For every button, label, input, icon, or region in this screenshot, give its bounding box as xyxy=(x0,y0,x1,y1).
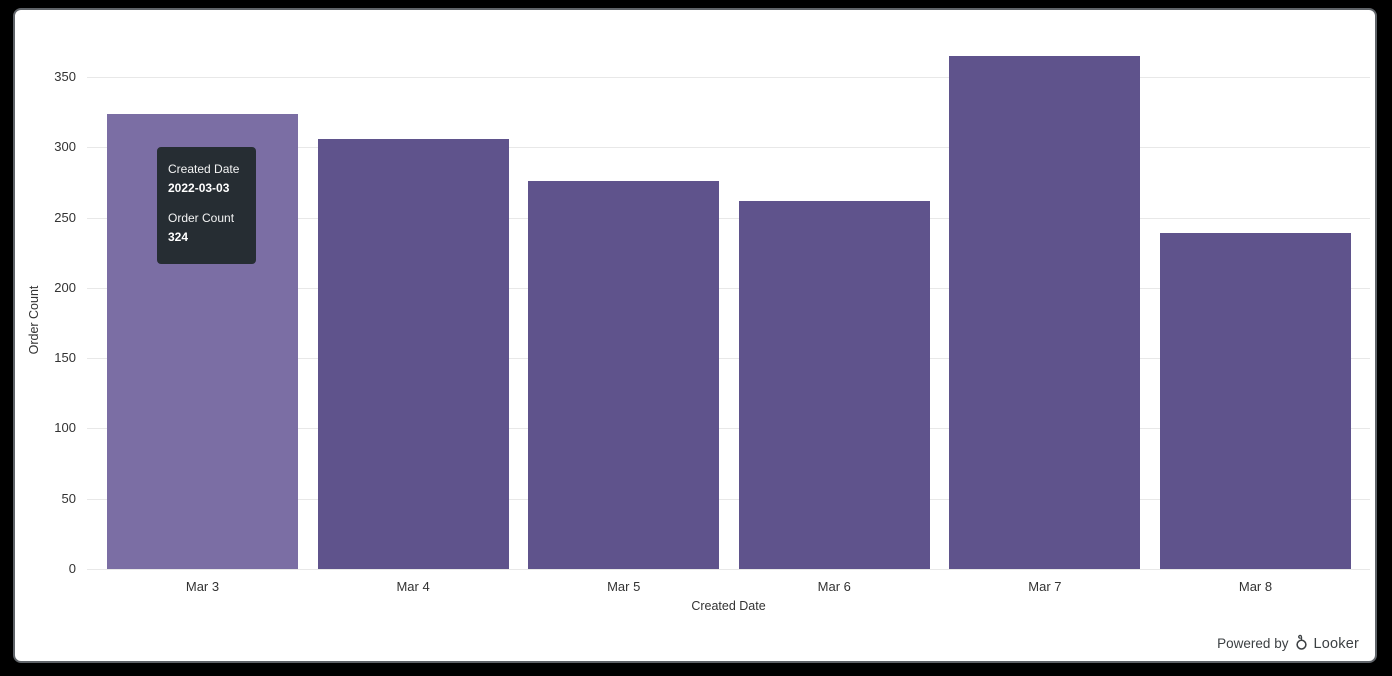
tooltip-measure-value: 324 xyxy=(168,230,189,244)
bar-mar-6[interactable] xyxy=(738,200,930,569)
tooltip-measure-label: Order Count xyxy=(168,211,235,225)
y-gridline xyxy=(87,358,1370,360)
y-tick-label: 150 xyxy=(54,350,76,366)
y-axis-title: Order Count xyxy=(27,285,41,355)
bar-mar-8[interactable] xyxy=(1160,233,1351,569)
bar-mar-7[interactable] xyxy=(949,55,1141,569)
bar-mar-4[interactable] xyxy=(317,138,509,569)
bar-mar-5[interactable] xyxy=(528,181,720,569)
x-tick-label: Mar 8 xyxy=(1238,579,1273,594)
x-tick-label: Mar 4 xyxy=(396,579,430,594)
y-tick-label: 350 xyxy=(54,69,76,84)
powered-by-label: Powered by xyxy=(1217,636,1289,651)
y-tick-label: 100 xyxy=(54,420,76,436)
y-tick-label: 300 xyxy=(54,139,76,155)
y-tick-label: 50 xyxy=(61,490,76,506)
x-axis-title: Created Date xyxy=(691,599,766,613)
x-tick-label: Mar 6 xyxy=(817,579,851,594)
y-gridline xyxy=(87,77,1370,78)
chart-tooltip: Created Date 2022-03-03 Order Count 324 xyxy=(157,147,256,264)
visualization-card: 0 50 100 150 200 250 300 350 Mar 3 Mar 4 Mar 5 Mar… xyxy=(13,8,1377,663)
y-gridline xyxy=(87,287,1370,289)
tooltip-dimension-value: 2022-03-03 xyxy=(168,181,230,195)
looker-logo-icon xyxy=(1296,634,1308,650)
x-tick-label: Mar 3 xyxy=(185,579,220,594)
brand-label: Looker xyxy=(1313,635,1359,652)
y-gridline xyxy=(87,498,1370,500)
y-gridline xyxy=(87,147,1370,149)
y-tick-label: 200 xyxy=(54,279,76,295)
tooltip-dimension-label: Created Date xyxy=(168,162,240,176)
x-tick-label: Mar 5 xyxy=(607,579,641,594)
tooltip-spacer xyxy=(168,198,246,209)
y-gridline xyxy=(87,217,1370,219)
x-tick-label: Mar 7 xyxy=(1028,579,1062,594)
y-tick-label: 0 xyxy=(68,561,76,576)
y-tick-label: 250 xyxy=(54,209,76,225)
bar-chart: 0 50 100 150 200 250 300 350 Mar 3 Mar 4 Mar 5 Mar… xyxy=(15,10,1375,661)
y-gridline xyxy=(87,428,1370,430)
y-gridline xyxy=(87,569,1370,570)
powered-by-looker-link[interactable]: Powered by Looker xyxy=(1217,634,1359,653)
